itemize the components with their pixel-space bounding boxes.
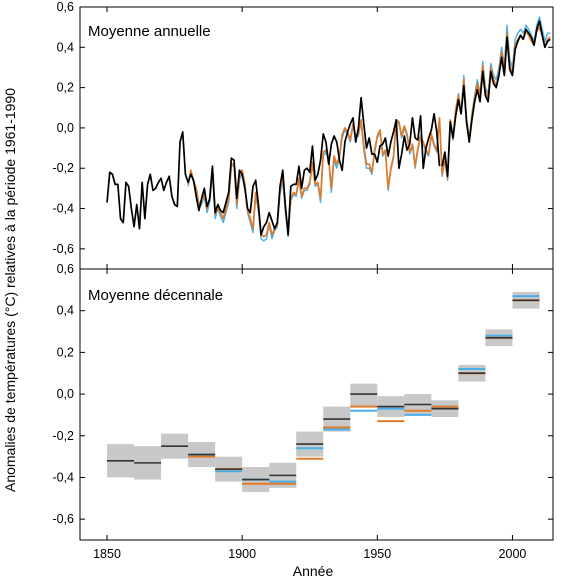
y-tick-label: 0,4 [57, 304, 74, 318]
x-axis-label: Année [293, 563, 334, 579]
annual-series-black-recent [441, 20, 551, 178]
y-tick-label: -0,4 [52, 202, 74, 216]
x-tick-label: 2000 [499, 547, 527, 561]
annual-panel: -0,6 -0,4 -0,2 0,0 0,2 0,4 0,6 Moyenne annuell… [52, 0, 554, 270]
decade-band [350, 383, 378, 407]
annual-panel-frame [79, 6, 554, 270]
decadal-lines-layer [107, 295, 540, 485]
y-tick-label: -0,6 [52, 242, 74, 256]
x-tick-label: 1950 [363, 547, 391, 561]
y-tick-label: 0,6 [57, 0, 74, 14]
annual-ticks: -0,6 -0,4 -0,2 0,0 0,2 0,4 0,6 [52, 0, 553, 269]
decadal-panel: -0,6 -0,4 -0,2 0,0 0,2 0,4 0,6 1850 1900 1950 2000… [52, 262, 554, 561]
x-tick-label: 1850 [93, 547, 121, 561]
y-tick-label: -0,2 [52, 161, 74, 175]
decadal-panel-title: Moyenne décennale [88, 287, 223, 304]
y-tick-label: -0,2 [52, 429, 74, 443]
annual-series-layer [106, 16, 551, 242]
decadal-ticks: -0,6 -0,4 -0,2 0,0 0,2 0,4 0,6 1850 1900 1950 2000 [52, 262, 553, 561]
decadal-panel-frame [79, 268, 554, 541]
x-tick-label: 1900 [228, 547, 256, 561]
annual-series-orange [187, 26, 551, 238]
y-axis-label: Anomalies de températures (°C) relatives… [2, 88, 18, 492]
annual-series-blue [187, 16, 551, 242]
decadal-bands-layer [107, 291, 540, 493]
y-tick-label: 0,4 [57, 40, 74, 54]
y-tick-label: 0,2 [57, 81, 74, 95]
y-tick-label: -0,4 [52, 470, 74, 484]
annual-series-black [106, 96, 441, 236]
y-tick-label: 0,6 [57, 262, 74, 276]
annual-panel-title: Moyenne annuelle [88, 23, 211, 40]
y-tick-label: 0,2 [57, 345, 74, 359]
y-tick-label: 0,0 [57, 121, 74, 135]
y-tick-label: -0,6 [52, 512, 74, 526]
y-tick-label: 0,0 [57, 387, 74, 401]
